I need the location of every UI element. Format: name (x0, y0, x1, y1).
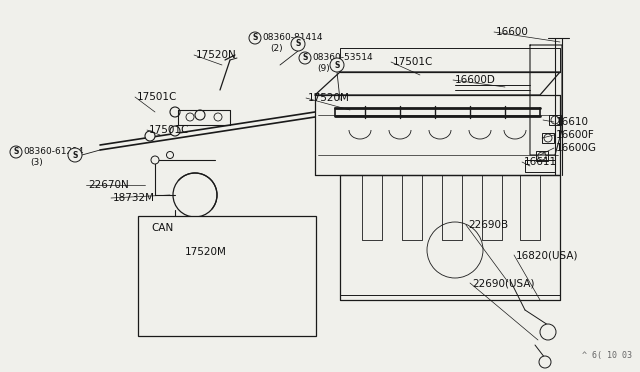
Text: 22670N: 22670N (88, 180, 129, 190)
Circle shape (551, 116, 559, 124)
Text: 16600F: 16600F (556, 130, 595, 140)
Text: 16600G: 16600G (556, 143, 597, 153)
Text: (9): (9) (317, 64, 330, 74)
Bar (138, 216, 316, 336)
Text: 08360-53514: 08360-53514 (312, 54, 372, 62)
Circle shape (214, 113, 222, 121)
Text: 17520M: 17520M (185, 247, 227, 257)
Circle shape (539, 356, 551, 368)
Circle shape (151, 156, 159, 164)
Text: S: S (302, 54, 308, 62)
Circle shape (540, 324, 556, 340)
Circle shape (538, 152, 546, 160)
Circle shape (299, 52, 311, 64)
Bar (542, 133, 554, 143)
Text: 17501C: 17501C (149, 125, 189, 135)
Text: 18732M: 18732M (113, 193, 155, 203)
Text: 17520N: 17520N (196, 50, 237, 60)
Text: S: S (252, 33, 258, 42)
Text: 08360-61214: 08360-61214 (23, 148, 83, 157)
Circle shape (544, 134, 552, 142)
Circle shape (249, 32, 261, 44)
Circle shape (170, 126, 180, 136)
Text: 17501C: 17501C (137, 92, 177, 102)
Circle shape (166, 151, 173, 158)
Text: 22690B: 22690B (468, 220, 508, 230)
Text: 08360-81414: 08360-81414 (262, 33, 323, 42)
Bar (536, 151, 548, 161)
Text: 16611: 16611 (524, 157, 557, 167)
Text: CAN: CAN (151, 223, 173, 233)
Text: S: S (295, 39, 301, 48)
Circle shape (10, 146, 22, 158)
Text: S: S (334, 61, 340, 70)
Text: S: S (72, 151, 77, 160)
Circle shape (291, 37, 305, 51)
Bar (549, 115, 561, 125)
Text: 16610: 16610 (556, 117, 589, 127)
Text: 16600D: 16600D (455, 75, 496, 85)
Text: 17501C: 17501C (393, 57, 433, 67)
Text: 22690(USA): 22690(USA) (472, 278, 534, 288)
Circle shape (145, 131, 155, 141)
Text: 17520M: 17520M (308, 93, 350, 103)
Text: (2): (2) (270, 45, 283, 54)
Circle shape (330, 58, 344, 72)
Text: S: S (13, 148, 19, 157)
Text: 16820(USA): 16820(USA) (516, 250, 579, 260)
Circle shape (186, 113, 194, 121)
Circle shape (68, 148, 82, 162)
Text: 16600: 16600 (496, 27, 529, 37)
Text: (3): (3) (30, 158, 43, 167)
Text: ^ 6( 10 03: ^ 6( 10 03 (582, 351, 632, 360)
